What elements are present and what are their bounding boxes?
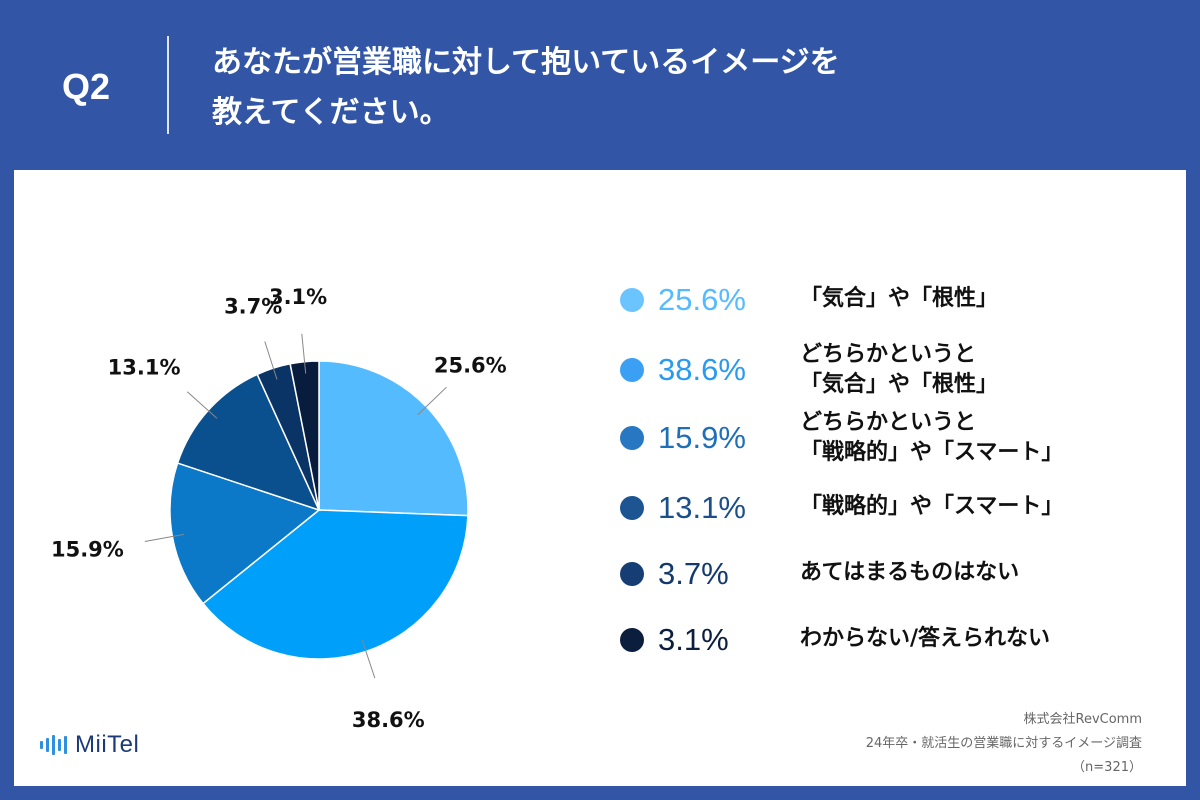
legend-percentage: 13.1% — [658, 490, 746, 525]
miitel-logo: MiiTel — [40, 730, 139, 760]
legend-dot — [620, 562, 644, 586]
leader-line-1 — [417, 386, 447, 416]
source-survey: 24年卒・就活生の営業職に対するイメージ調査 — [865, 736, 1142, 751]
legend-label: わからない/答えられない — [800, 626, 1051, 651]
legend-row: 38.6% どちらかというと 「気合」や「根性」 — [620, 340, 1180, 400]
logo-bars-icon — [40, 735, 67, 755]
legend-percentage: 3.7% — [658, 556, 729, 591]
legend-row: 3.7% あてはまるものはない — [620, 544, 1180, 604]
source-company: 株式会社RevComm — [1023, 712, 1143, 727]
question-number: Q2 — [62, 66, 111, 107]
slice-label-6: 3.1% — [269, 285, 327, 309]
legend-label: あてはまるものはない — [800, 560, 1020, 585]
slice-label-2: 38.6% — [352, 708, 425, 732]
legend-dot — [620, 496, 644, 520]
legend-dot — [620, 628, 644, 652]
legend-label: どちらかというと 「戦略的」や「スマート」 — [800, 410, 1064, 465]
legend-dot — [620, 426, 644, 450]
legend-label: 「戦略的」や「スマート」 — [800, 494, 1064, 519]
header: Q2 あなたが営業職に対して抱いているイメージを 教えてください。 — [0, 0, 1200, 168]
source-sample-size: （n=321） — [1072, 760, 1142, 775]
legend-percentage: 3.1% — [658, 622, 729, 657]
leader-line-4 — [186, 391, 218, 419]
leader-line-5 — [264, 341, 278, 380]
leader-line-6 — [301, 333, 307, 374]
chart-panel: 25.6% 38.6% 15.9% 13.1% 3.7% 3.1% 25.6% 「気合」や「… — [14, 170, 1186, 786]
legend-percentage: 25.6% — [658, 282, 746, 317]
legend-dot — [620, 288, 644, 312]
slice-label-4: 13.1% — [108, 355, 181, 379]
question-line-1: あなたが営業職に対して抱いているイメージを — [212, 45, 840, 80]
header-divider — [167, 36, 169, 134]
slice-label-1: 25.6% — [434, 353, 507, 377]
pie-slice-1 — [318, 360, 469, 517]
legend-row: 3.1% わからない/答えられない — [620, 610, 1180, 670]
legend-label: 「気合」や「根性」 — [800, 286, 999, 311]
legend-percentage: 38.6% — [658, 352, 746, 387]
leader-line-2 — [361, 639, 376, 679]
legend-dot — [620, 358, 644, 382]
legend-label: どちらかというと 「気合」や「根性」 — [800, 342, 999, 397]
logo-text: MiiTel — [75, 731, 140, 758]
legend-row: 25.6% 「気合」や「根性」 — [620, 270, 1180, 330]
legend-row: 15.9% どちらかというと 「戦略的」や「スマート」 — [620, 408, 1180, 468]
slice-label-5: 3.7% — [224, 294, 282, 318]
slice-label-3: 15.9% — [51, 537, 124, 561]
question-text: あなたが営業職に対して抱いているイメージを 教えてください。 — [212, 38, 1112, 138]
pie-chart: 25.6% 38.6% 15.9% 13.1% 3.7%3.1% — [51, 285, 507, 732]
leader-line-3 — [144, 533, 185, 542]
source-note: 株式会社RevComm 24年卒・就活生の営業職に対するイメージ調査 （n=32… — [866, 708, 1142, 780]
legend-percentage: 15.9% — [658, 420, 746, 455]
question-line-2: 教えてください。 — [212, 95, 450, 130]
legend-row: 13.1% 「戦略的」や「スマート」 — [620, 478, 1180, 538]
